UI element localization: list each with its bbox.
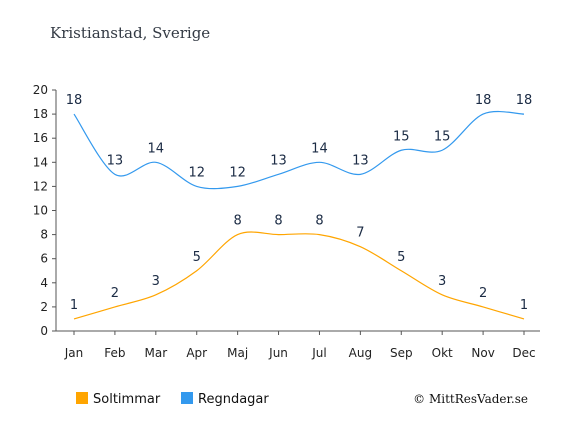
y-tick-label: 8 <box>40 228 48 242</box>
data-label: 14 <box>148 141 165 156</box>
x-tick-label: Sep <box>390 346 413 360</box>
data-label: 12 <box>188 165 205 180</box>
x-tick-label: Jun <box>268 346 288 360</box>
x-tick-label: Jan <box>64 346 84 360</box>
y-tick-label: 12 <box>33 179 48 193</box>
data-label: 18 <box>66 93 83 108</box>
data-label: 8 <box>274 214 282 229</box>
x-tick-label: Feb <box>104 346 125 360</box>
data-label: 7 <box>356 226 364 241</box>
y-tick-label: 14 <box>33 155 48 169</box>
data-label: 15 <box>434 129 451 144</box>
data-label: 13 <box>352 153 369 168</box>
data-label: 18 <box>516 93 533 108</box>
y-tick-label: 6 <box>40 252 48 266</box>
data-label: 12 <box>229 165 246 180</box>
data-label: 13 <box>107 153 124 168</box>
y-tick-label: 18 <box>33 107 48 121</box>
y-tick-label: 0 <box>40 324 48 338</box>
x-tick-label: Apr <box>186 346 207 360</box>
data-label: 2 <box>111 286 119 301</box>
y-tick-label: 4 <box>40 276 48 290</box>
x-tick-label: Okt <box>432 346 453 360</box>
data-label: 15 <box>393 129 410 144</box>
data-label: 2 <box>479 286 487 301</box>
credit-text: © MittResVader.se <box>413 392 528 406</box>
y-tick-label: 2 <box>40 300 48 314</box>
data-label: 1 <box>70 298 78 313</box>
x-tick-label: Aug <box>349 346 372 360</box>
y-tick-label: 20 <box>33 83 48 97</box>
data-label: 3 <box>438 274 446 289</box>
data-label: 13 <box>270 153 287 168</box>
x-tick-label: Nov <box>471 346 494 360</box>
legend-swatch <box>76 392 88 404</box>
data-label: 5 <box>397 250 405 265</box>
legend-label: Regndagar <box>198 392 269 407</box>
x-tick-label: Mar <box>144 346 167 360</box>
x-tick-label: Dec <box>512 346 535 360</box>
y-tick-label: 16 <box>33 131 48 145</box>
x-tick-label: Maj <box>227 346 248 360</box>
legend-label: Soltimmar <box>93 392 161 407</box>
y-tick-label: 10 <box>33 204 48 218</box>
legend-swatch <box>181 392 193 404</box>
data-label: 8 <box>233 214 241 229</box>
data-label: 8 <box>315 214 323 229</box>
x-tick-label: Jul <box>311 346 326 360</box>
data-label: 1 <box>520 298 528 313</box>
data-label: 5 <box>193 250 201 265</box>
chart-title: Kristianstad, Sverige <box>50 24 210 42</box>
data-label: 3 <box>152 274 160 289</box>
data-label: 18 <box>475 93 492 108</box>
data-label: 14 <box>311 141 328 156</box>
